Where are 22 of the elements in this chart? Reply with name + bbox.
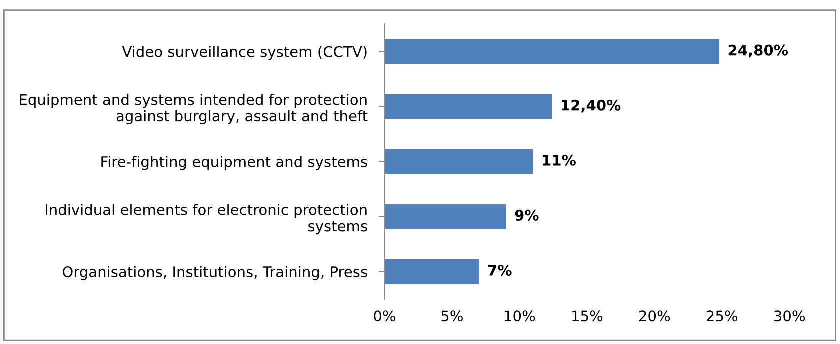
y-tick-label: Fire-fighting equipment and systems [102, 156, 368, 170]
x-tick-label: 30% [774, 310, 805, 322]
x-tick-label: 15% [572, 310, 603, 322]
x-tick-label: 0% [374, 310, 396, 322]
data-label: 9% [515, 210, 539, 221]
data-label: 12,40% [562, 100, 621, 113]
y-tick-label: Equipment and systems intended for protection against burglary, assault and theft [20, 94, 368, 124]
bar [384, 39, 720, 64]
data-label: 24,80% [728, 44, 788, 58]
x-tick-label: 10% [505, 310, 536, 322]
x-tick-label: 5% [442, 310, 463, 322]
bar [384, 94, 552, 120]
x-tick-label: 25% [706, 310, 738, 322]
y-tick-label: Organisations, Institutions, Training, Press [62, 266, 368, 280]
data-label: 11% [543, 154, 576, 166]
bar [384, 204, 506, 230]
y-tick-label: Video surveillance system (CCTV) [122, 46, 367, 60]
bar [384, 149, 534, 174]
x-tick-label: 20% [640, 310, 670, 322]
y-tick-label: Individual elements for electronic protection systems [46, 204, 368, 235]
data-label: 7% [488, 264, 512, 276]
bar [384, 259, 480, 284]
